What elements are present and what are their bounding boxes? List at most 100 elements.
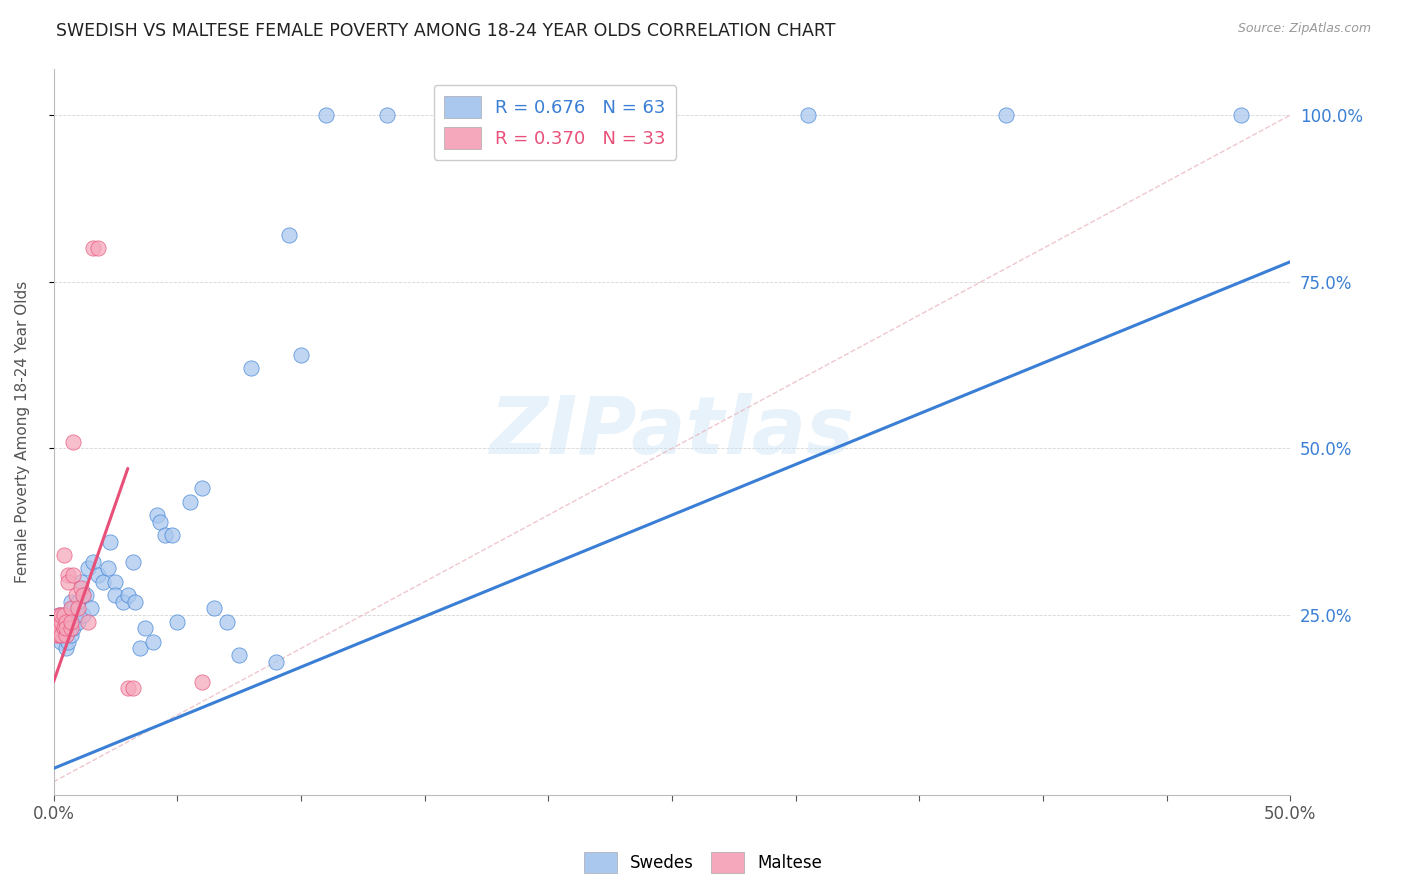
Point [72, 588, 94, 602]
Point [82, 555, 104, 569]
Point [91, 574, 114, 589]
Point [80, 601, 103, 615]
Point [59, 622, 82, 636]
Point [58, 622, 80, 636]
Point [141, 634, 163, 648]
Point [52, 622, 75, 636]
Point [72, 608, 94, 623]
Point [55, 641, 77, 656]
Point [62, 622, 84, 636]
Point [191, 674, 214, 689]
Point [55, 615, 77, 629]
Text: Source: ZipAtlas.com: Source: ZipAtlas.com [1237, 22, 1371, 36]
Point [45, 615, 67, 629]
Legend: Swedes, Maltese: Swedes, Maltese [576, 846, 830, 880]
Point [377, 108, 399, 122]
Point [59, 628, 82, 642]
Point [117, 681, 139, 696]
Point [49, 634, 72, 648]
Point [48, 622, 70, 636]
Point [104, 574, 127, 589]
Point [82, 242, 104, 256]
Point [52, 622, 75, 636]
Point [48, 628, 70, 642]
Point [277, 228, 299, 243]
Point [52, 608, 75, 623]
Point [149, 515, 172, 529]
Point [67, 601, 90, 615]
Point [153, 528, 176, 542]
Point [52, 548, 75, 562]
Point [59, 595, 82, 609]
Point [48, 608, 70, 623]
Point [48, 615, 70, 629]
Point [49, 615, 72, 629]
Text: SWEDISH VS MALTESE FEMALE POVERTY AMONG 18-24 YEAR OLDS CORRELATION CHART: SWEDISH VS MALTESE FEMALE POVERTY AMONG … [56, 22, 835, 40]
Point [191, 482, 214, 496]
Point [77, 615, 100, 629]
Point [290, 348, 312, 362]
Point [49, 628, 72, 642]
Point [58, 634, 80, 648]
Point [52, 608, 75, 623]
Point [45, 615, 67, 629]
Point [87, 568, 110, 582]
Point [97, 561, 120, 575]
Point [162, 528, 184, 542]
Point [202, 601, 225, 615]
Point [67, 595, 90, 609]
Legend: R = 0.676   N = 63, R = 0.370   N = 33: R = 0.676 N = 63, R = 0.370 N = 33 [433, 85, 676, 160]
Point [215, 615, 238, 629]
Point [59, 615, 82, 629]
Point [87, 242, 110, 256]
Point [797, 108, 820, 122]
Point [55, 622, 77, 636]
Point [45, 628, 67, 642]
Y-axis label: Female Poverty Among 18-24 Year Olds: Female Poverty Among 18-24 Year Olds [15, 281, 30, 582]
Point [59, 601, 82, 615]
Point [48, 608, 70, 623]
Point [62, 568, 84, 582]
Point [62, 434, 84, 449]
Point [104, 588, 127, 602]
Point [240, 361, 263, 376]
Point [117, 588, 139, 602]
Point [121, 681, 143, 696]
Point [65, 588, 87, 602]
Point [69, 582, 91, 596]
Point [49, 615, 72, 629]
Point [49, 608, 72, 623]
Point [146, 508, 169, 522]
Point [166, 615, 188, 629]
Point [121, 555, 143, 569]
Point [124, 595, 146, 609]
Point [45, 622, 67, 636]
Point [77, 561, 100, 575]
Point [134, 622, 156, 636]
Point [49, 628, 72, 642]
Point [58, 568, 80, 582]
Point [1229, 108, 1251, 122]
Point [52, 628, 75, 642]
Point [179, 495, 201, 509]
Point [994, 108, 1017, 122]
Point [58, 574, 80, 589]
Point [111, 595, 134, 609]
Point [55, 615, 77, 629]
Point [264, 655, 287, 669]
Point [100, 534, 122, 549]
Point [48, 622, 70, 636]
Point [55, 628, 77, 642]
Point [75, 588, 97, 602]
Point [67, 615, 90, 629]
Point [58, 608, 80, 623]
Point [228, 648, 250, 662]
Point [315, 108, 337, 122]
Point [62, 601, 84, 615]
Point [129, 641, 152, 656]
Point [55, 628, 77, 642]
Point [65, 608, 87, 623]
Point [59, 615, 82, 629]
Point [72, 588, 94, 602]
Text: ZIPatlas: ZIPatlas [489, 392, 855, 471]
